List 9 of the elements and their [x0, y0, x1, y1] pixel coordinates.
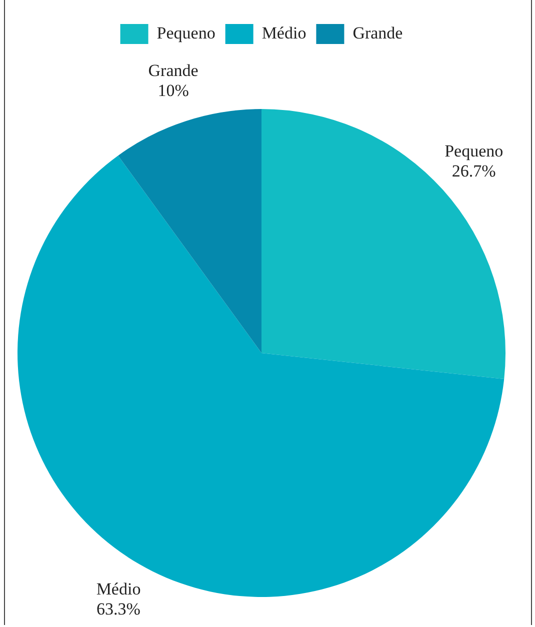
legend-label: Pequeno [156, 23, 216, 42]
data-label: 63.3% [96, 600, 140, 619]
slice-label: Pequeno [444, 142, 504, 161]
slice-label: Médio [96, 580, 141, 599]
data-label: 26.7% [452, 162, 496, 181]
legend-label: Grande [352, 23, 403, 42]
data-label: 10% [158, 80, 189, 100]
legend-label: Médio [262, 23, 306, 42]
slice-label: Grande [148, 60, 198, 80]
